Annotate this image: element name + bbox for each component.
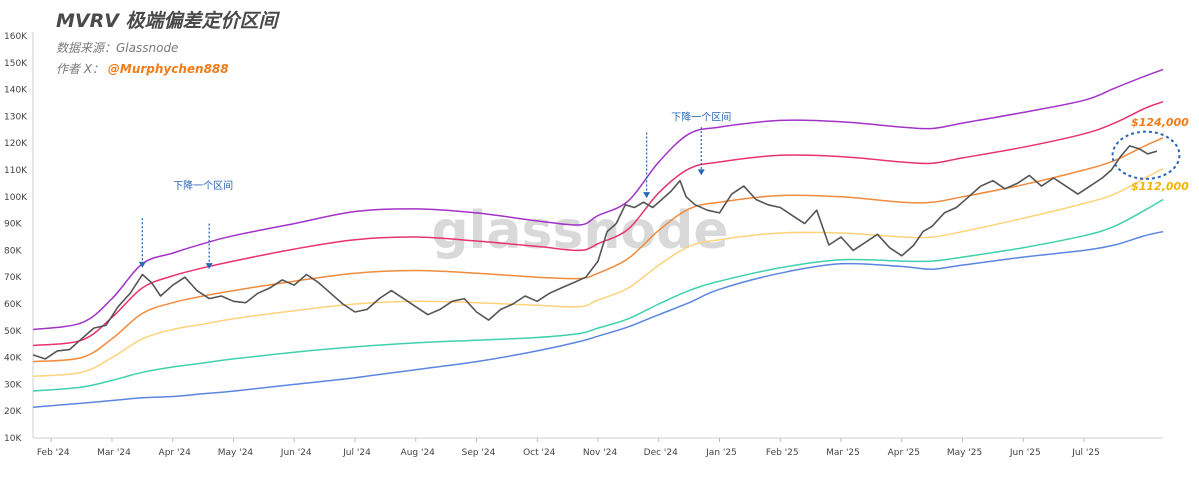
x-tick-label: Nov '24 xyxy=(583,448,618,458)
y-tick-label: 160K xyxy=(4,32,28,42)
axis-layer: 10K 20K 30K 40K 50K 60K 70K 80K 90K 100K 110K 120K 1… xyxy=(4,32,1163,458)
y-tick-label: 130K xyxy=(4,112,28,122)
y-tick-label: 110K xyxy=(4,166,28,176)
down-arrow-head xyxy=(643,192,651,199)
y-tick-label: 100K xyxy=(4,193,28,203)
price-level-label: $124,000 xyxy=(1131,116,1189,129)
x-tick-label: Dec '24 xyxy=(644,448,678,458)
x-tick-label: Feb '24 xyxy=(37,448,70,458)
x-tick-label: Jul '25 xyxy=(1071,448,1100,458)
data-source-label: 数据来源：Glassnode xyxy=(56,41,179,55)
x-tick-label: Feb '25 xyxy=(766,448,799,458)
mvrv-band-line-orange xyxy=(32,137,1164,363)
down-arrow-head xyxy=(205,263,213,270)
y-tick-label: 80K xyxy=(4,246,22,256)
mvrv-band-line-purple xyxy=(32,68,1164,331)
y-tick-label: 90K xyxy=(4,220,22,230)
y-tick-label: 20K xyxy=(4,407,22,417)
price-level-label: $112,000 xyxy=(1131,180,1189,193)
mvrv-band-line-blue xyxy=(32,230,1164,408)
x-tick-label: May '24 xyxy=(218,448,254,458)
author-prefix: 作者 X： xyxy=(56,62,105,76)
x-tick-label: Jan '25 xyxy=(705,448,737,458)
x-tick-label: May '25 xyxy=(947,448,982,458)
series-layer xyxy=(32,68,1164,408)
author-handle: @Murphychen888 xyxy=(107,62,229,76)
mvrv-band-line-yellow xyxy=(32,168,1164,378)
y-tick-label: 150K xyxy=(4,59,28,69)
y-tick-label: 10K xyxy=(4,434,22,444)
y-tick-label: 40K xyxy=(4,354,22,364)
btc-price-line xyxy=(32,145,1158,360)
watermark-layer: glassnode xyxy=(431,201,728,261)
x-tick-label: Apr '24 xyxy=(159,448,192,458)
y-tick-label: 140K xyxy=(4,86,28,96)
annotation-label: 下降一个区间 xyxy=(173,179,233,192)
x-tick-label: Jun '24 xyxy=(280,448,312,458)
down-arrow-head xyxy=(697,169,705,176)
x-tick-label: Apr '25 xyxy=(888,448,920,458)
annotation-label: 下降一个区间 xyxy=(671,110,731,123)
x-tick-label: Sep '24 xyxy=(462,448,496,458)
x-tick-label: Oct '24 xyxy=(523,448,556,458)
y-tick-label: 50K xyxy=(4,327,22,337)
mvrv-band-line-pink xyxy=(32,100,1164,347)
y-tick-label: 60K xyxy=(4,300,22,310)
x-tick-label: Aug '24 xyxy=(401,448,436,458)
down-arrow-head xyxy=(138,261,146,268)
highlight-ellipse xyxy=(1111,130,1181,180)
y-tick-label: 70K xyxy=(4,273,22,283)
y-tick-label: 120K xyxy=(4,139,28,149)
x-tick-label: Mar '24 xyxy=(97,448,131,458)
watermark-text: glassnode xyxy=(431,201,728,261)
x-tick-label: Jul '24 xyxy=(342,448,371,458)
author-line: 作者 X： @Murphychen888 xyxy=(56,60,229,77)
x-tick-label: Mar '25 xyxy=(826,448,860,458)
mvrv-band-line-teal xyxy=(32,198,1164,392)
x-tick-label: Jun '25 xyxy=(1009,448,1041,458)
chart-title: MVRV 极端偏差定价区间 xyxy=(56,10,278,32)
y-tick-label: 30K xyxy=(4,380,22,390)
